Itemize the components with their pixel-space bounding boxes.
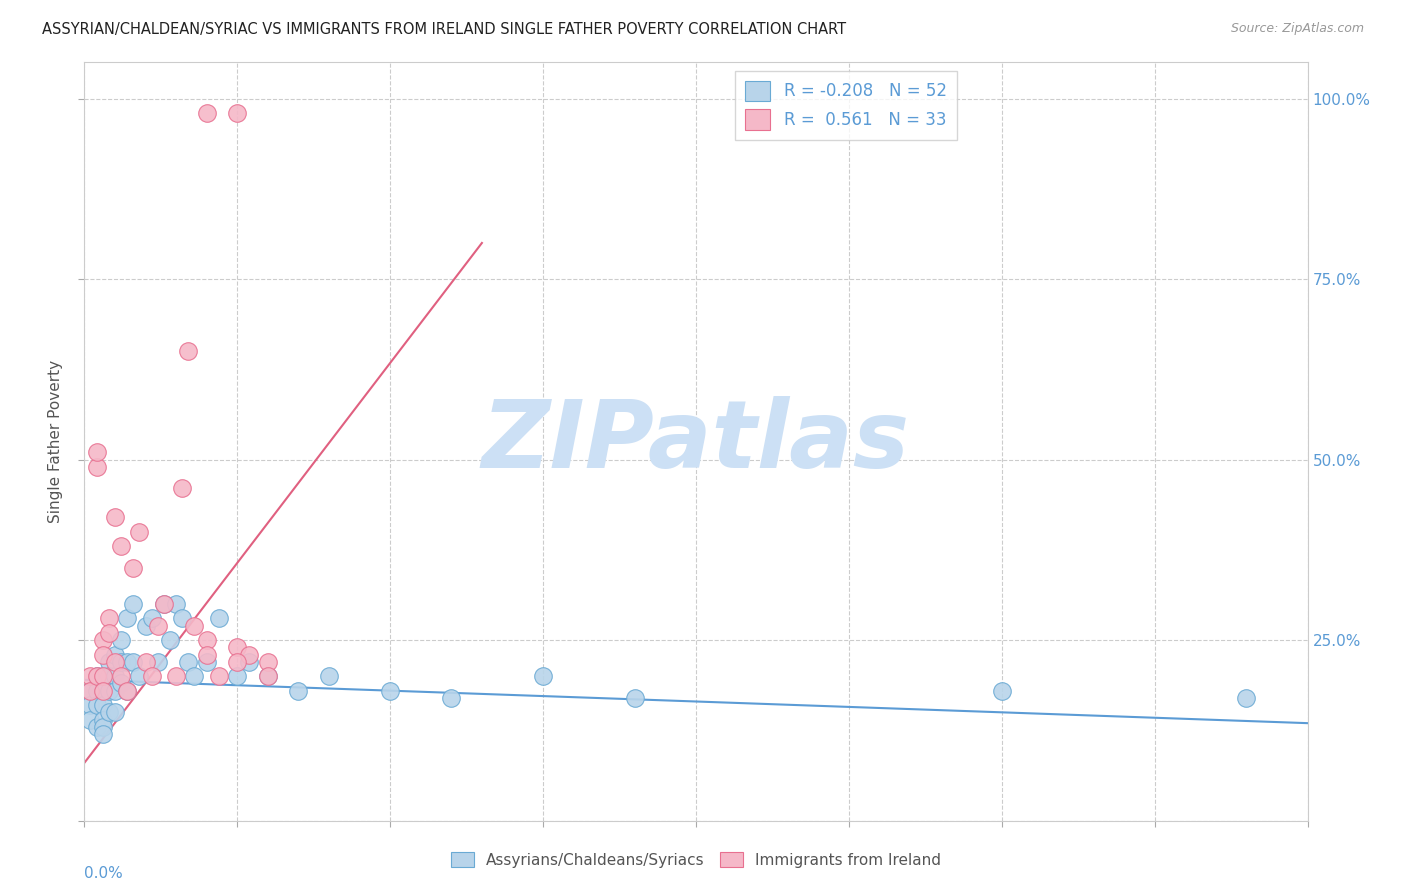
Text: ASSYRIAN/CHALDEAN/SYRIAC VS IMMIGRANTS FROM IRELAND SINGLE FATHER POVERTY CORREL: ASSYRIAN/CHALDEAN/SYRIAC VS IMMIGRANTS F…: [42, 22, 846, 37]
Point: [183, 669, 205, 683]
Point: [257, 669, 280, 683]
Point: [86, 698, 108, 712]
Point: [141, 669, 163, 683]
Point: [86, 459, 108, 474]
Point: [110, 676, 132, 690]
Point: [86, 720, 108, 734]
Point: [104, 669, 127, 683]
Point: [115, 683, 138, 698]
Point: [238, 648, 260, 662]
Point: [195, 106, 218, 120]
Point: [165, 669, 187, 683]
Point: [91, 669, 114, 683]
Point: [226, 640, 249, 655]
Point: [991, 683, 1014, 698]
Point: [104, 655, 127, 669]
Point: [135, 618, 157, 632]
Point: [91, 713, 114, 727]
Point: [115, 683, 138, 698]
Point: [226, 106, 249, 120]
Point: [104, 648, 127, 662]
Point: [122, 597, 145, 611]
Point: [238, 655, 260, 669]
Point: [141, 611, 163, 625]
Point: [172, 611, 194, 625]
Point: [110, 655, 132, 669]
Point: [91, 669, 114, 683]
Point: [531, 669, 554, 683]
Point: [91, 683, 114, 698]
Point: [208, 611, 231, 625]
Point: [115, 655, 138, 669]
Point: [146, 655, 169, 669]
Legend: Assyrians/Chaldeans/Syriacs, Immigrants from Ireland: Assyrians/Chaldeans/Syriacs, Immigrants …: [444, 846, 948, 873]
Point: [86, 669, 108, 683]
Point: [624, 690, 647, 705]
Point: [115, 611, 138, 625]
Point: [110, 669, 132, 683]
Point: [440, 690, 463, 705]
Point: [97, 683, 120, 698]
Point: [159, 633, 181, 648]
Text: ZIPatlas: ZIPatlas: [482, 395, 910, 488]
Point: [97, 626, 120, 640]
Point: [86, 445, 108, 459]
Point: [257, 669, 280, 683]
Point: [79, 683, 101, 698]
Point: [380, 683, 402, 698]
Point: [91, 727, 114, 741]
Point: [97, 655, 120, 669]
Point: [91, 720, 114, 734]
Point: [97, 611, 120, 625]
Text: Source: ZipAtlas.com: Source: ZipAtlas.com: [1230, 22, 1364, 36]
Point: [135, 655, 157, 669]
Point: [79, 713, 101, 727]
Point: [183, 618, 205, 632]
Point: [104, 683, 127, 698]
Point: [79, 698, 101, 712]
Point: [257, 655, 280, 669]
Point: [79, 669, 101, 683]
Point: [177, 655, 200, 669]
Point: [1236, 690, 1258, 705]
Point: [153, 597, 176, 611]
Point: [91, 648, 114, 662]
Point: [104, 510, 127, 524]
Point: [128, 524, 150, 539]
Point: [172, 482, 194, 496]
Point: [195, 648, 218, 662]
Point: [79, 683, 101, 698]
Point: [146, 618, 169, 632]
Point: [153, 597, 176, 611]
Point: [91, 633, 114, 648]
Point: [104, 706, 127, 720]
Point: [91, 698, 114, 712]
Point: [208, 669, 231, 683]
Point: [226, 669, 249, 683]
Point: [287, 683, 309, 698]
Point: [128, 669, 150, 683]
Point: [110, 539, 132, 553]
Point: [177, 344, 200, 359]
Point: [97, 706, 120, 720]
Point: [226, 655, 249, 669]
Text: 0.0%: 0.0%: [84, 866, 124, 881]
Y-axis label: Single Father Poverty: Single Father Poverty: [48, 360, 63, 523]
Point: [86, 669, 108, 683]
Point: [97, 669, 120, 683]
Point: [122, 561, 145, 575]
Point: [318, 669, 340, 683]
Point: [195, 633, 218, 648]
Point: [86, 683, 108, 698]
Point: [122, 655, 145, 669]
Point: [91, 683, 114, 698]
Point: [165, 597, 187, 611]
Point: [195, 655, 218, 669]
Point: [110, 633, 132, 648]
